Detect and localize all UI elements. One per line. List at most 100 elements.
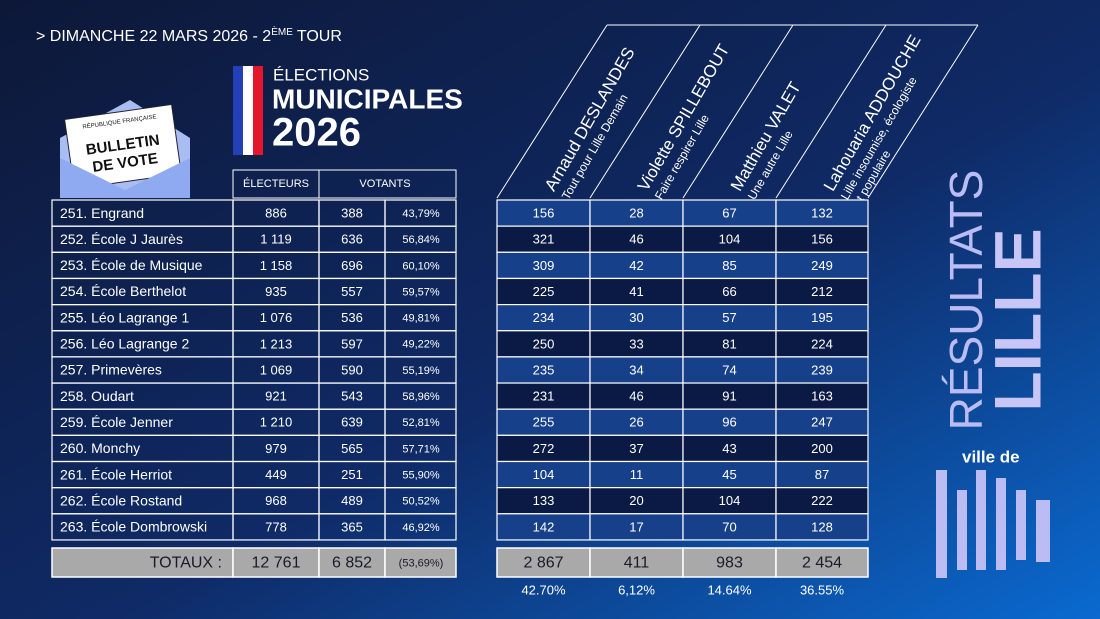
total-votes: 2 867 xyxy=(523,555,563,572)
vote-count: 66 xyxy=(722,284,736,299)
vote-count: 128 xyxy=(811,519,833,534)
vote-share: 14.64% xyxy=(707,582,752,597)
bureau: 261. École Herriot xyxy=(60,466,172,482)
total-cell xyxy=(384,547,457,578)
participation: 56,84% xyxy=(402,234,440,246)
vote-cell xyxy=(496,487,591,515)
vote-cell xyxy=(496,382,591,410)
vote-cell xyxy=(496,460,591,489)
vote-share: 36.55% xyxy=(800,582,845,597)
vote-share: 42.70% xyxy=(521,582,566,597)
votants: 489 xyxy=(341,493,363,508)
vote-cell xyxy=(775,382,869,410)
vote-count: 81 xyxy=(722,336,736,351)
votants: 543 xyxy=(341,389,363,404)
vote-cell xyxy=(775,225,869,253)
vote-cell xyxy=(682,513,777,541)
vote-count: 33 xyxy=(629,336,643,351)
total-votes: 411 xyxy=(624,555,650,572)
participation: 46,92% xyxy=(402,522,440,534)
vote-count: 67 xyxy=(722,206,736,221)
flag xyxy=(233,66,263,155)
vote-cell xyxy=(496,434,591,463)
vote-cell xyxy=(682,199,777,227)
date-line: > DIMANCHE 22 MARS 2026 - 2ÈME TOUR xyxy=(36,25,342,46)
bureau: 251. Engrand xyxy=(60,205,144,221)
header-votants: VOTANTS xyxy=(359,178,410,190)
vote-count: 91 xyxy=(722,389,736,404)
vote-cell xyxy=(496,408,591,436)
vote-count: 45 xyxy=(722,467,736,482)
bureau: 260. Monchy xyxy=(60,440,140,456)
vote-count: 224 xyxy=(811,336,833,351)
votants: 565 xyxy=(341,441,363,456)
vote-cell xyxy=(775,356,869,384)
header-divider xyxy=(775,24,887,199)
bureau: 263. École Dombrowski xyxy=(60,519,207,535)
bureau: 254. École Berthelot xyxy=(60,283,186,299)
vote-cell xyxy=(775,304,869,332)
vote-count: 239 xyxy=(811,362,833,377)
total-pct: (53,69%) xyxy=(399,557,444,569)
total-vote-cell xyxy=(682,547,777,578)
vote-count: 46 xyxy=(629,232,643,247)
electeurs: 979 xyxy=(265,441,287,456)
votants: 639 xyxy=(341,415,363,430)
vote-count: 28 xyxy=(629,206,643,221)
electeurs: 1 119 xyxy=(260,232,292,247)
bureau: 252. École J Jaurès xyxy=(60,231,183,247)
total-votants: 6 852 xyxy=(332,555,372,572)
cell xyxy=(384,513,457,541)
total-label: TOTAUX : xyxy=(150,555,222,572)
vote-cell xyxy=(589,199,684,227)
vote-count: 234 xyxy=(533,310,555,325)
vote-count: 156 xyxy=(811,232,833,247)
participation: 59,57% xyxy=(402,286,440,298)
participation: 55,19% xyxy=(402,365,440,377)
vote-cell xyxy=(496,356,591,384)
vote-count: 132 xyxy=(811,206,833,221)
vote-cell xyxy=(496,330,591,358)
bureau: 258. Oudart xyxy=(60,388,134,404)
vote-cell xyxy=(496,225,591,253)
header-divider xyxy=(682,24,794,199)
bureau: 255. Léo Lagrange 1 xyxy=(60,309,189,325)
electeurs: 449 xyxy=(265,467,287,482)
electeurs: 778 xyxy=(265,519,287,534)
vote-count: 96 xyxy=(722,415,736,430)
logo-line2: MUNICIPALES xyxy=(272,83,463,114)
vote-cell xyxy=(682,434,777,463)
vote-count: 74 xyxy=(722,362,736,377)
bureau: 259. École Jenner xyxy=(60,414,173,430)
vote-cell xyxy=(775,434,869,463)
votants: 388 xyxy=(341,206,363,221)
vote-count: 37 xyxy=(629,441,643,456)
vote-count: 34 xyxy=(629,362,643,377)
side-city: LILLE xyxy=(980,228,1054,411)
electeurs: 1 213 xyxy=(260,336,293,351)
total-vote-cell xyxy=(775,547,869,578)
vote-count: 43 xyxy=(722,441,736,456)
votants: 365 xyxy=(341,519,363,534)
vote-count: 142 xyxy=(533,519,555,534)
participation: 55,90% xyxy=(402,469,440,481)
vote-count: 85 xyxy=(722,258,736,273)
electeurs: 935 xyxy=(265,284,287,299)
votants: 251 xyxy=(341,467,363,482)
vote-cell xyxy=(682,304,777,332)
vote-cell xyxy=(775,199,869,227)
vote-count: 11 xyxy=(630,467,644,482)
vote-count: 321 xyxy=(533,232,555,247)
bureau: 262. École Rostand xyxy=(60,492,182,508)
vote-count: 212 xyxy=(811,284,833,299)
vote-cell xyxy=(589,356,684,384)
vote-share: 6,12% xyxy=(618,582,655,597)
side-ville-de: ville de xyxy=(962,447,1020,466)
vote-count: 41 xyxy=(629,284,643,299)
vote-count: 272 xyxy=(533,441,555,456)
vote-count: 200 xyxy=(811,441,833,456)
vote-cell xyxy=(775,408,869,436)
vote-cell xyxy=(775,277,869,306)
vote-cell xyxy=(589,513,684,541)
